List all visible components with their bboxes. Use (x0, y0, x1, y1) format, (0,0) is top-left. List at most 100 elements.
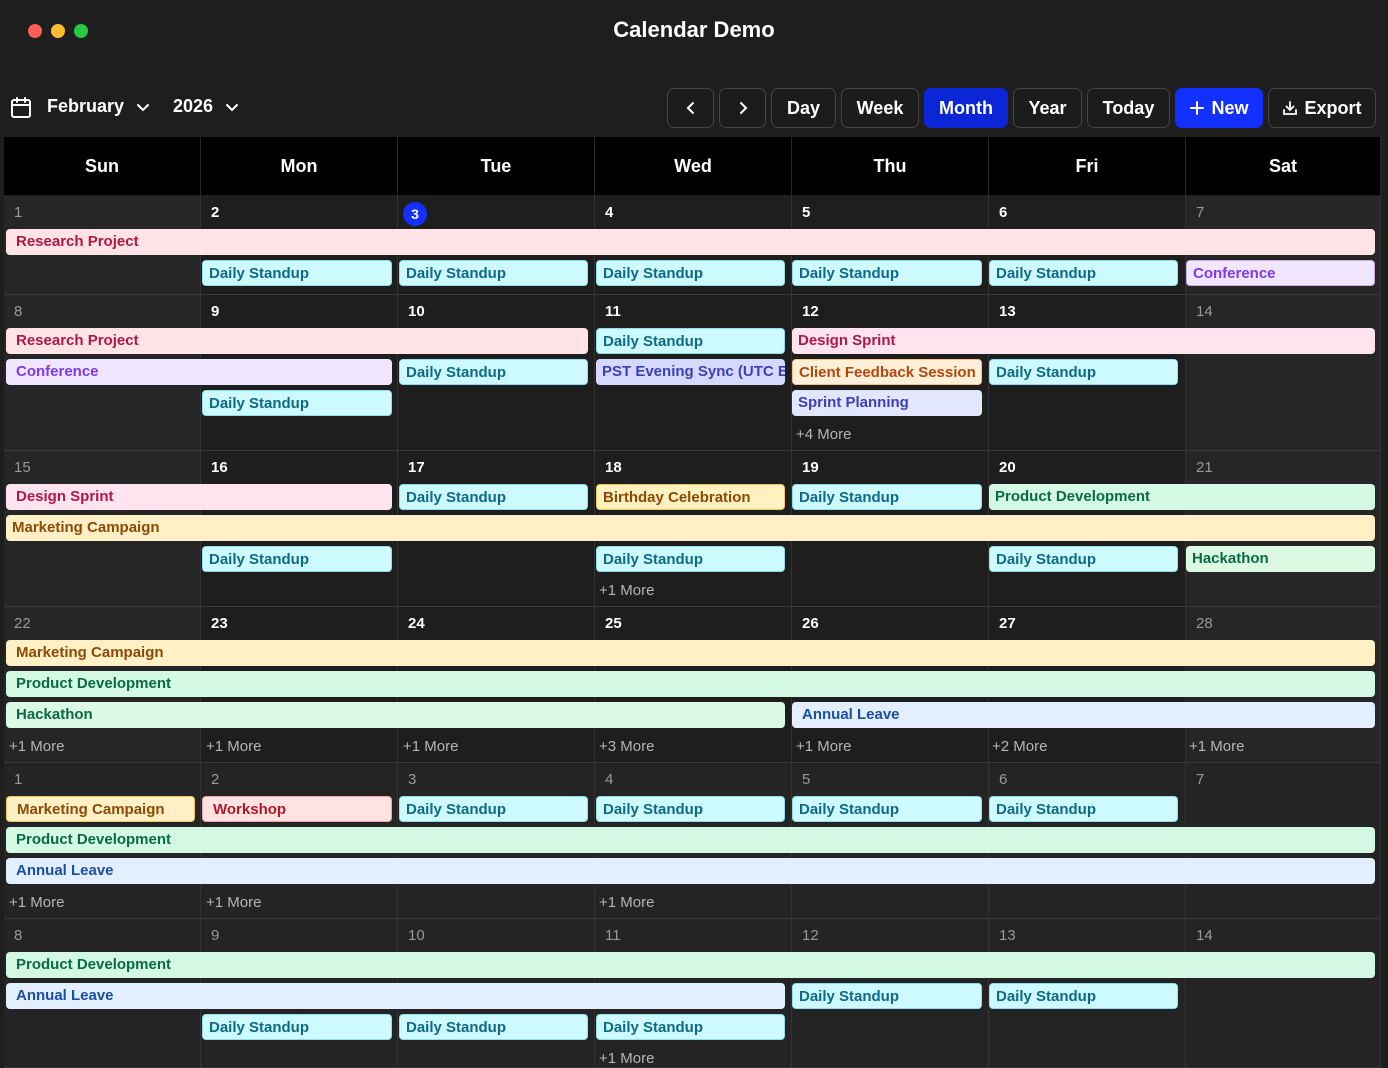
event-daily-standup[interactable]: Daily Standup (399, 796, 588, 822)
event-daily-standup[interactable]: Daily Standup (989, 260, 1178, 286)
more-events-link[interactable]: +2 More (992, 738, 1048, 755)
event-conference[interactable]: Conference (1186, 260, 1375, 286)
more-events-link[interactable]: +1 More (599, 1050, 655, 1067)
event-hackathon[interactable]: Hackathon (6, 702, 785, 728)
more-events-link[interactable]: +1 More (9, 894, 65, 911)
event-birthday-celebration[interactable]: Birthday Celebration (596, 484, 785, 510)
event-daily-standup[interactable]: Daily Standup (399, 359, 588, 385)
event-pst-evening-sync[interactable]: PST Evening Sync (UTC B (596, 359, 785, 385)
event-workshop[interactable]: Workshop (202, 796, 392, 822)
window-titlebar: Calendar Demo (0, 0, 1388, 62)
event-product-development[interactable]: Product Development (6, 952, 1375, 978)
event-research-project[interactable]: Research Project (6, 328, 588, 354)
event-daily-standup[interactable]: Daily Standup (596, 1014, 785, 1040)
event-daily-standup[interactable]: Daily Standup (792, 796, 982, 822)
event-daily-standup[interactable]: Daily Standup (596, 328, 785, 354)
view-year-button[interactable]: Year (1013, 88, 1082, 128)
event-daily-standup[interactable]: Daily Standup (596, 260, 785, 286)
event-daily-standup[interactable]: Daily Standup (399, 260, 588, 286)
event-daily-standup[interactable]: Daily Standup (202, 1014, 392, 1040)
event-hackathon[interactable]: Hackathon (1186, 546, 1375, 572)
day-number: 8 (14, 303, 23, 320)
event-product-development[interactable]: Product Development (6, 671, 1375, 697)
day-number: 4 (605, 771, 614, 788)
day-number: 11 (605, 927, 621, 944)
day-number: 19 (802, 459, 819, 476)
event-annual-leave[interactable]: Annual Leave (6, 858, 1375, 884)
new-event-button[interactable]: New (1175, 88, 1263, 128)
day-number: 10 (408, 927, 425, 944)
zoom-window-button[interactable] (74, 24, 88, 38)
event-daily-standup[interactable]: Daily Standup (989, 796, 1178, 822)
view-week-button[interactable]: Week (841, 88, 919, 128)
close-window-button[interactable] (28, 24, 42, 38)
event-sprint-planning[interactable]: Sprint Planning (792, 390, 982, 416)
day-number: 28 (1196, 615, 1213, 632)
weekday-header-mon: Mon (201, 137, 398, 195)
window-title: Calendar Demo (613, 17, 775, 42)
minimize-window-button[interactable] (51, 24, 65, 38)
event-client-feedback-session[interactable]: Client Feedback Session (792, 359, 982, 385)
event-daily-standup[interactable]: Daily Standup (989, 983, 1178, 1009)
event-daily-standup[interactable]: Daily Standup (792, 983, 982, 1009)
day-number: 2 (211, 771, 220, 788)
event-daily-standup[interactable]: Daily Standup (399, 1014, 588, 1040)
day-number: 14 (1196, 303, 1213, 320)
more-events-link[interactable]: +1 More (206, 894, 262, 911)
event-daily-standup[interactable]: Daily Standup (989, 359, 1178, 385)
plus-icon (1190, 101, 1205, 115)
more-events-link[interactable]: +1 More (9, 738, 65, 755)
event-daily-standup[interactable]: Daily Standup (202, 546, 392, 572)
day-number: 12 (802, 927, 819, 944)
day-cell[interactable]: 14 (1186, 919, 1381, 1068)
calendar-toolbar: February 2026 Day Week Month Year Today … (0, 86, 1388, 130)
event-daily-standup[interactable]: Daily Standup (596, 796, 785, 822)
year-picker[interactable]: 2026 (173, 96, 239, 117)
event-design-sprint[interactable]: Design Sprint (6, 484, 392, 510)
day-number: 14 (1196, 927, 1213, 944)
view-day-button[interactable]: Day (771, 88, 836, 128)
event-marketing-campaign[interactable]: Marketing Campaign (6, 515, 1375, 541)
day-number: 7 (1196, 204, 1205, 221)
event-product-development[interactable]: Product Development (989, 484, 1375, 510)
day-number: 20 (999, 459, 1016, 476)
more-events-link[interactable]: +1 More (599, 894, 655, 911)
event-annual-leave[interactable]: Annual Leave (792, 702, 1375, 728)
event-daily-standup[interactable]: Daily Standup (596, 546, 785, 572)
day-cell[interactable]: 14 (1186, 295, 1381, 451)
weekday-header-thu: Thu (792, 137, 989, 195)
day-number: 9 (211, 927, 220, 944)
event-annual-leave[interactable]: Annual Leave (6, 983, 785, 1009)
month-picker[interactable]: February (47, 96, 150, 117)
next-month-button[interactable] (719, 88, 766, 128)
prev-month-button[interactable] (667, 88, 714, 128)
more-events-link[interactable]: +1 More (1189, 738, 1245, 755)
event-conference[interactable]: Conference (6, 359, 392, 385)
event-daily-standup[interactable]: Daily Standup (989, 546, 1178, 572)
weekday-header-tue: Tue (398, 137, 595, 195)
event-marketing-campaign[interactable]: Marketing Campaign (6, 640, 1375, 666)
chevron-left-icon (686, 102, 694, 114)
event-product-development[interactable]: Product Development (6, 827, 1375, 853)
more-events-link[interactable]: +3 More (599, 738, 655, 755)
export-button[interactable]: Export (1268, 88, 1376, 128)
event-research-project[interactable]: Research Project (6, 229, 1375, 255)
event-daily-standup[interactable]: Daily Standup (202, 390, 392, 416)
event-daily-standup[interactable]: Daily Standup (202, 260, 392, 286)
day-number: 3 (408, 771, 417, 788)
event-daily-standup[interactable]: Daily Standup (399, 484, 588, 510)
more-events-link[interactable]: +1 More (599, 582, 655, 599)
day-number: 15 (14, 459, 31, 476)
view-month-button[interactable]: Month (924, 88, 1008, 128)
more-events-link[interactable]: +1 More (403, 738, 459, 755)
event-design-sprint[interactable]: Design Sprint (792, 328, 1375, 354)
day-number: 11 (605, 303, 621, 320)
more-events-link[interactable]: +1 More (206, 738, 262, 755)
today-button[interactable]: Today (1087, 88, 1170, 128)
more-events-link[interactable]: +1 More (796, 738, 852, 755)
event-marketing-campaign[interactable]: Marketing Campaign (6, 796, 195, 822)
day-number: 18 (605, 459, 622, 476)
more-events-link[interactable]: +4 More (796, 426, 852, 443)
event-daily-standup[interactable]: Daily Standup (792, 260, 982, 286)
event-daily-standup[interactable]: Daily Standup (792, 484, 982, 510)
